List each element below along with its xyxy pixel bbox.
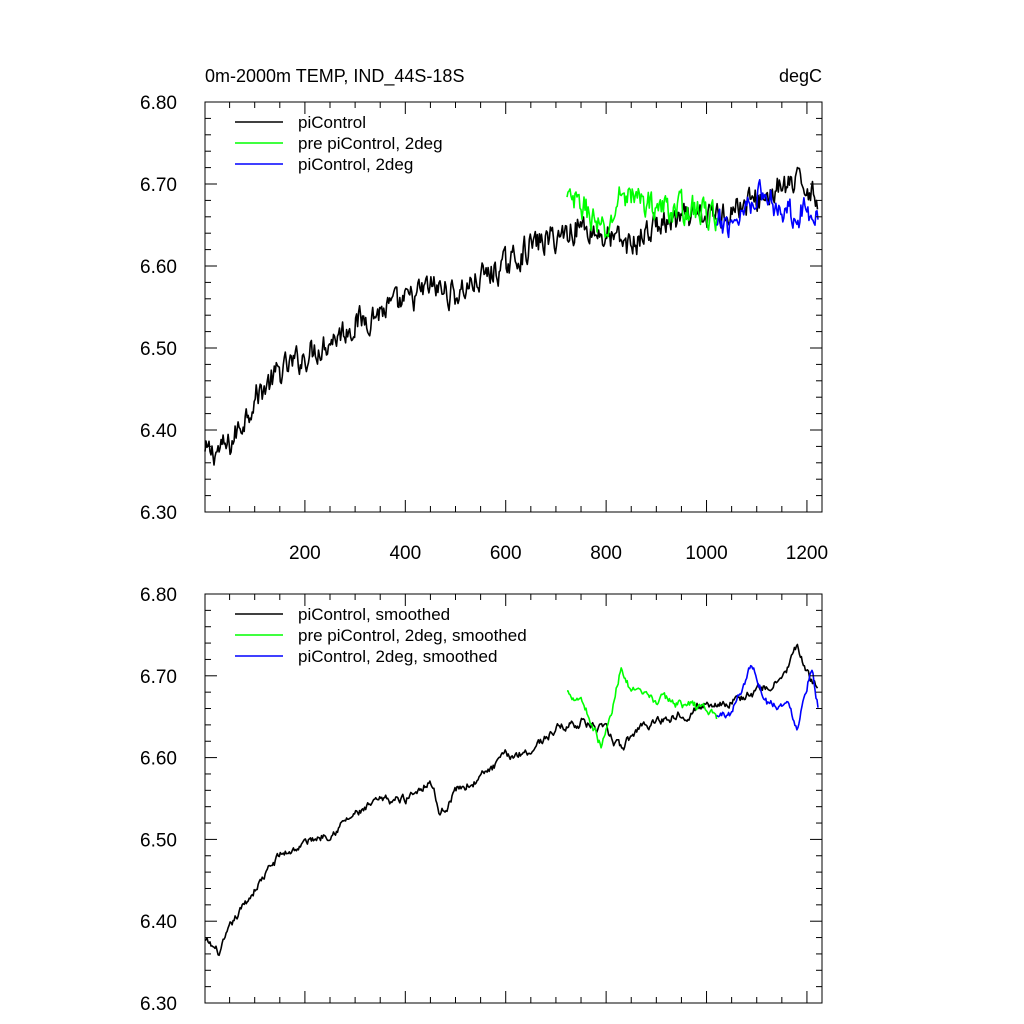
series-line-picontrol-2deg [715,179,819,239]
legend-label: piControl, 2deg [298,155,413,174]
chart-title-right-units: degC [779,66,822,86]
chart-title-left: 0m-2000m TEMP, IND_44S-18S [205,66,464,87]
plot-frame [204,593,823,1004]
plot-frame [204,101,823,513]
x-tick-label: 600 [490,543,522,564]
x-tick-label: 800 [590,543,622,564]
y-tick-label: 6.40 [140,421,177,442]
series-line-picontrol-2deg-smoothed [716,664,819,731]
y-tick-label: 6.70 [140,667,177,688]
y-tick-label: 6.50 [140,339,177,360]
y-tick-label: 6.30 [140,503,177,524]
legend-label: piControl [298,113,366,132]
x-tick-label: 400 [389,543,421,564]
legend-label: pre piControl, 2deg, smoothed [298,626,527,645]
y-tick-label: 6.70 [140,175,177,196]
series-line-picontrol [204,166,819,466]
y-tick-label: 6.80 [140,93,177,114]
y-tick-label: 6.30 [140,994,177,1015]
chart-panel-top: 0m-2000m TEMP, IND_44S-18S degC 6.30 6.40… [140,66,828,564]
y-tick-label: 6.60 [140,257,177,278]
x-tick-label: 1200 [786,543,828,564]
y-tick-label: 6.50 [140,830,177,851]
chart-panel-bottom: 6.30 6.40 6.50 6.60 6.70 6.80 piControl, smoot… [140,585,823,1015]
x-tick-label: 1000 [685,543,727,564]
y-tick-label: 6.60 [140,749,177,770]
y-tick-label: 6.40 [140,912,177,933]
series-line-picontrol-smoothed [204,643,819,957]
x-tick-label: 200 [289,543,321,564]
legend-label: piControl, smoothed [298,605,450,624]
legend-label: piControl, 2deg, smoothed [298,647,497,666]
series-line-pre-picontrol-2deg [566,186,718,238]
series-line-pre-picontrol-2deg-smoothed [567,667,718,749]
legend-label: pre piControl, 2deg [298,134,443,153]
y-tick-label: 6.80 [140,585,177,606]
